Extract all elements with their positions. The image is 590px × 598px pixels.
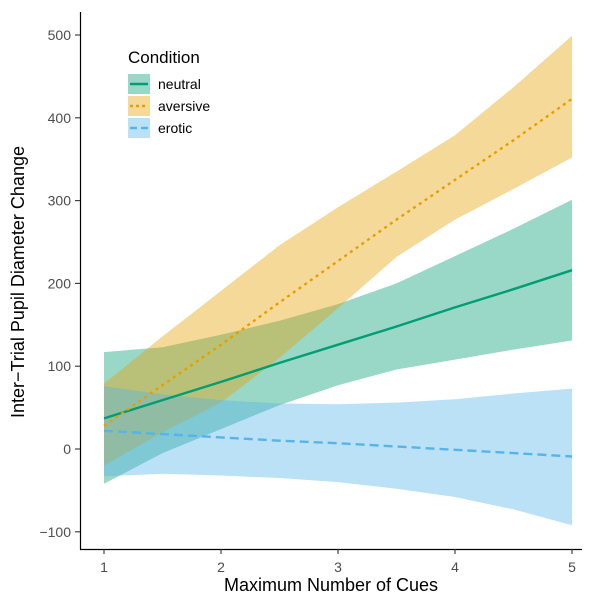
y-tick-label: −100 bbox=[39, 524, 71, 540]
y-tick-label: 400 bbox=[48, 110, 72, 126]
legend-title: Condition bbox=[128, 48, 200, 67]
y-tick-label: 100 bbox=[48, 358, 72, 374]
y-tick-label: 200 bbox=[48, 275, 72, 291]
legend-label-erotic: erotic bbox=[158, 120, 192, 136]
y-tick-label: 300 bbox=[48, 193, 72, 209]
legend: Condition neutral aversive erotic bbox=[128, 48, 210, 138]
x-tick-label: 4 bbox=[451, 559, 459, 575]
x-tick-label: 3 bbox=[334, 559, 342, 575]
legend-label-aversive: aversive bbox=[158, 98, 210, 114]
line-erotic bbox=[103, 429, 573, 458]
confidence-bands bbox=[104, 35, 572, 526]
line-neutral bbox=[103, 269, 573, 420]
legend-label-neutral: neutral bbox=[158, 76, 201, 92]
y-tick-label: 500 bbox=[48, 27, 72, 43]
x-axis-title: Maximum Number of Cues bbox=[224, 575, 438, 595]
x-tick-label: 2 bbox=[217, 559, 225, 575]
y-axis-title: Inter−Trial Pupil Diameter Change bbox=[8, 146, 28, 418]
series-lines bbox=[103, 97, 573, 458]
axes bbox=[79, 12, 582, 551]
x-tick-label: 1 bbox=[100, 559, 108, 575]
legend-key-erotic bbox=[128, 118, 150, 138]
x-ticks: 1 2 3 4 5 bbox=[100, 549, 576, 575]
band-erotic bbox=[104, 386, 572, 526]
y-tick-label: 0 bbox=[63, 441, 71, 457]
x-tick-label: 5 bbox=[568, 559, 576, 575]
band-aversive bbox=[104, 35, 572, 466]
y-ticks: −100 0 100 200 300 400 500 bbox=[39, 27, 80, 540]
band-neutral bbox=[104, 199, 572, 484]
